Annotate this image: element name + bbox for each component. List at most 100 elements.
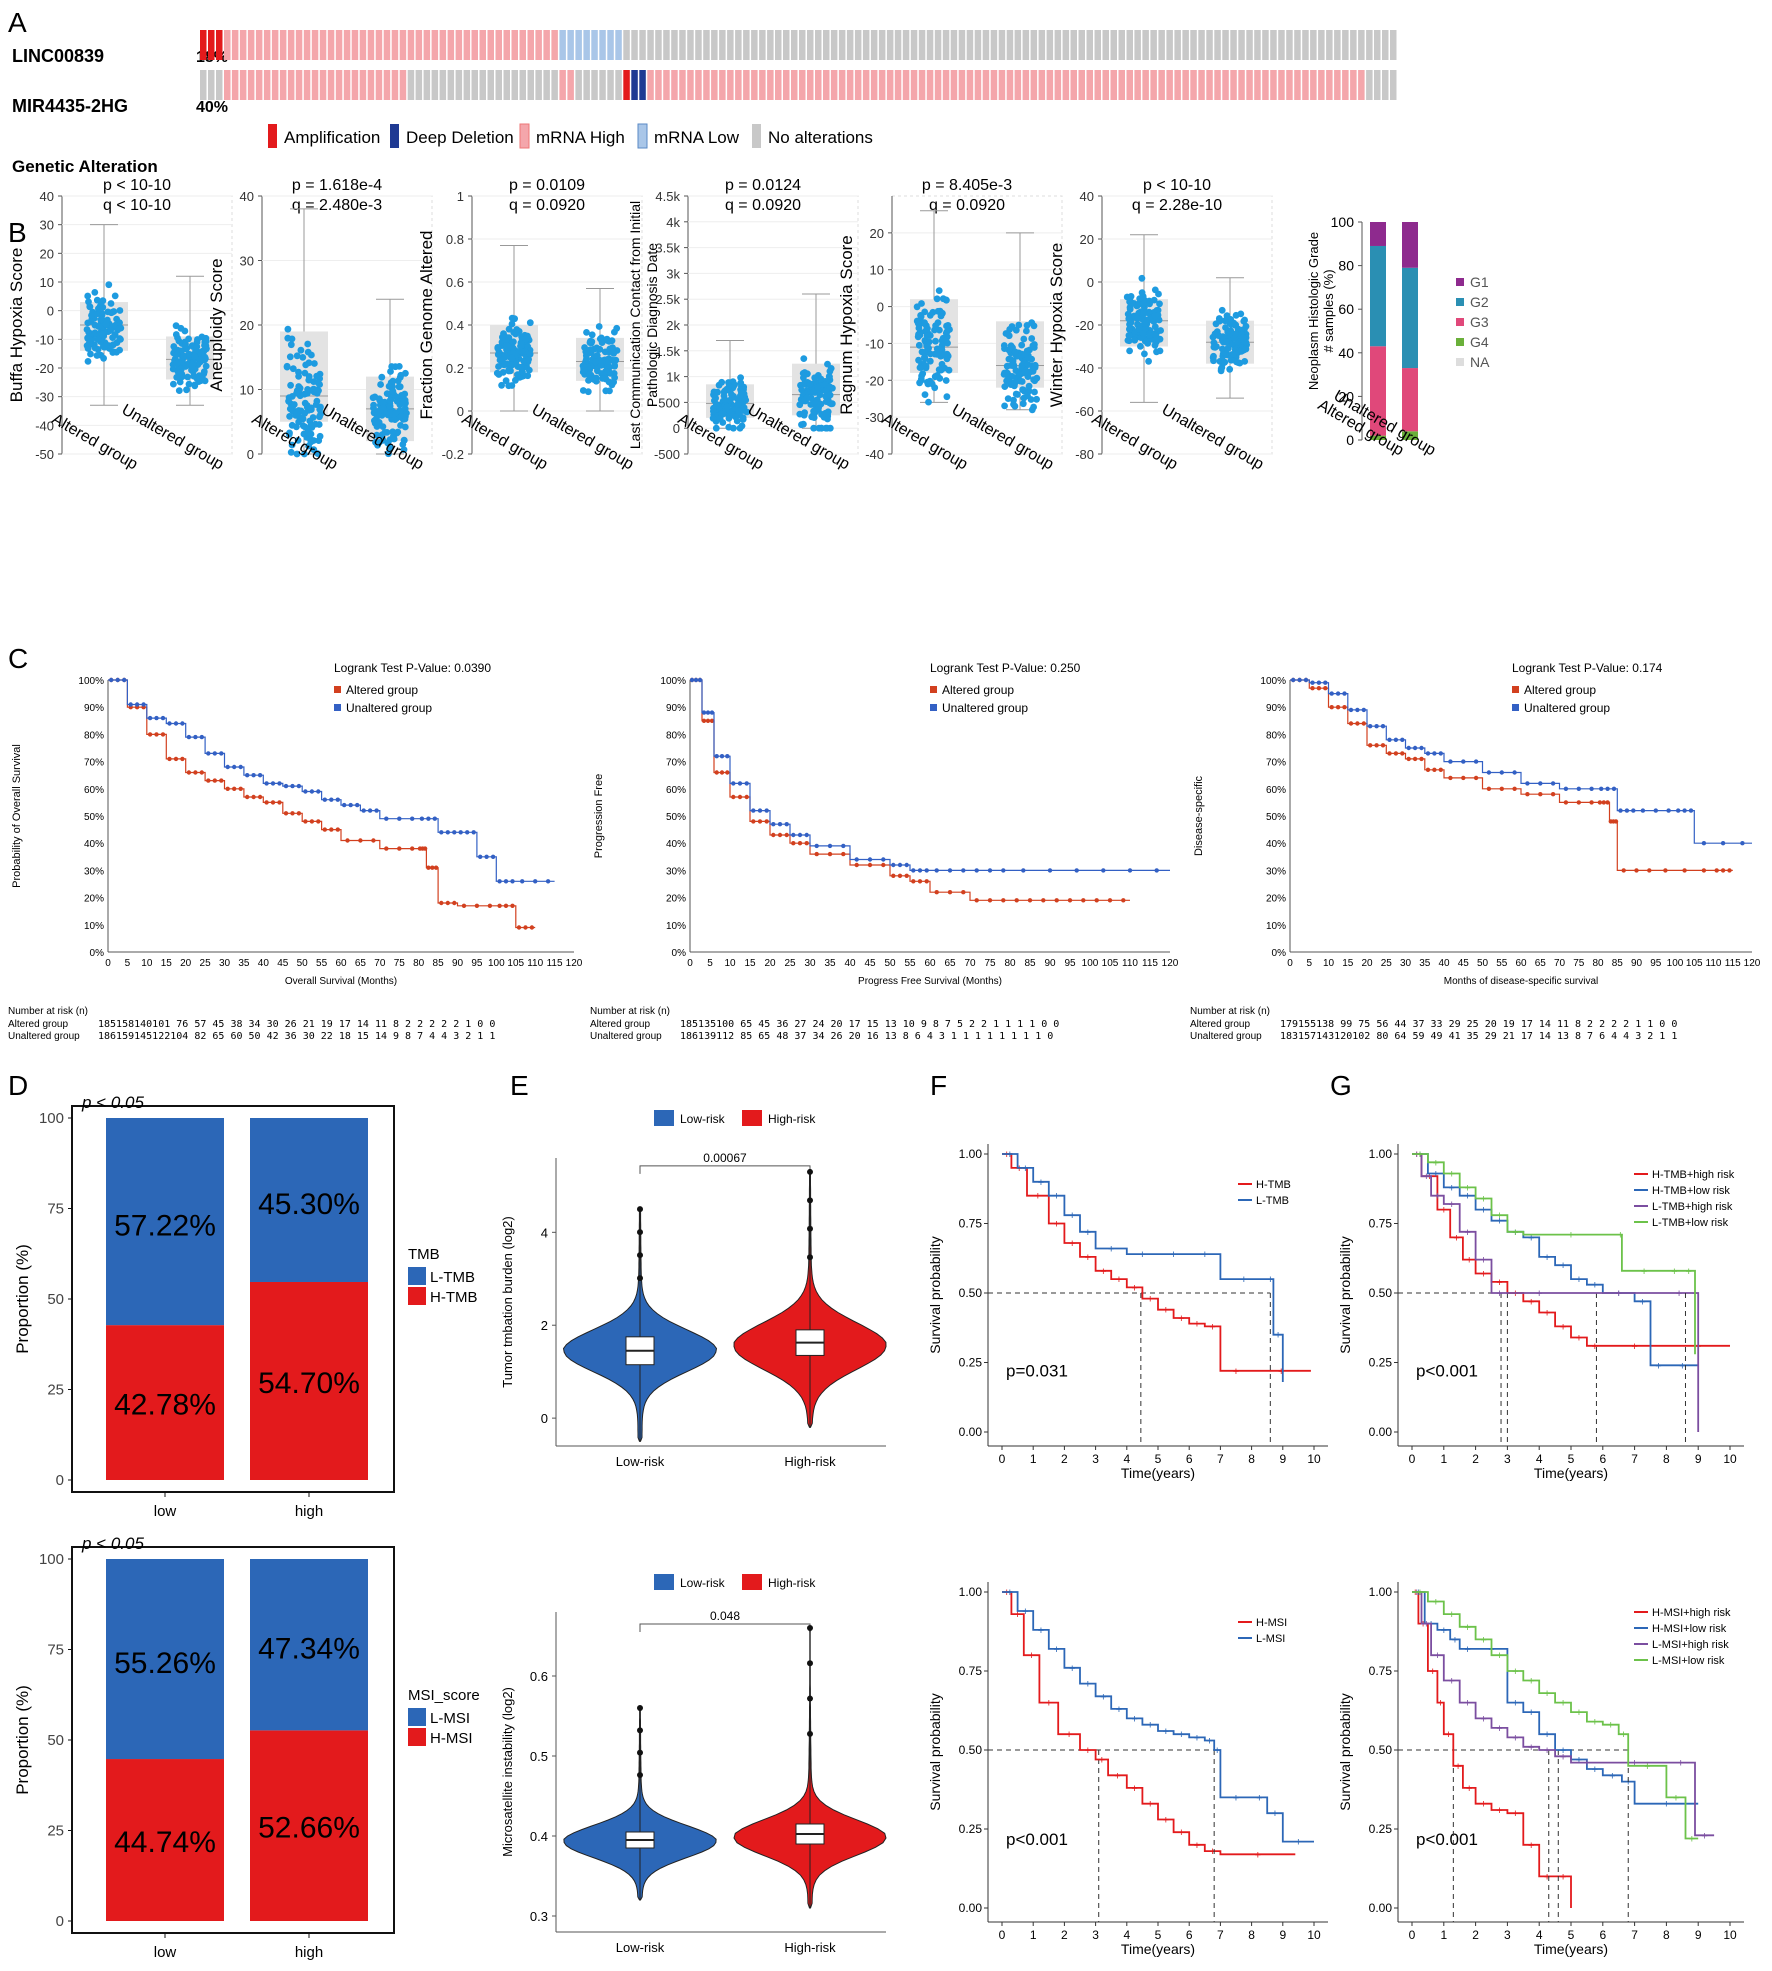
censor-mark: + bbox=[1163, 1815, 1169, 1827]
oncoprint-cell-1 bbox=[247, 30, 255, 60]
censor-mark bbox=[797, 841, 803, 846]
censor-mark: + bbox=[1455, 1761, 1461, 1773]
x-tick-label: 70 bbox=[964, 958, 976, 969]
data-point bbox=[83, 326, 91, 333]
y-tick-label: 1k bbox=[666, 370, 680, 385]
outlier-point bbox=[637, 1275, 643, 1282]
data-point bbox=[817, 375, 825, 383]
oncoprint-cell-1 bbox=[815, 30, 822, 60]
risk-table-label: Altered group bbox=[8, 1019, 68, 1030]
y-tick-label: 0 bbox=[877, 300, 884, 315]
y-tick-label: 0 bbox=[247, 447, 254, 462]
y-tick-label: 40 bbox=[1080, 189, 1094, 204]
censor-mark bbox=[154, 715, 159, 721]
oncoprint-cell-1 bbox=[846, 30, 854, 60]
oncoprint-cell-2 bbox=[830, 70, 838, 100]
oncoprint-cell-2 bbox=[287, 70, 295, 100]
oncoprint-cell-2 bbox=[479, 70, 486, 100]
censor-mark bbox=[154, 732, 159, 737]
legend-swatch bbox=[1456, 298, 1464, 306]
oncoprint-cell-1 bbox=[950, 30, 958, 60]
data-point bbox=[293, 352, 301, 360]
y-tick-label: 100% bbox=[1260, 676, 1286, 687]
data-point bbox=[1137, 342, 1144, 350]
x-tick-label: 55 bbox=[316, 958, 328, 969]
oncoprint-cell-2 bbox=[1318, 70, 1325, 100]
censor-mark bbox=[296, 811, 302, 816]
y-axis-label-line: # samples (%) bbox=[1321, 269, 1336, 352]
censor-mark: + bbox=[1560, 1698, 1566, 1710]
censor-mark bbox=[777, 832, 783, 838]
y-tick-label: 3k bbox=[666, 266, 680, 281]
data-point bbox=[1151, 286, 1159, 294]
oncoprint-cell-1 bbox=[200, 30, 207, 60]
censor-mark: + bbox=[1437, 1698, 1443, 1710]
data-point bbox=[184, 373, 192, 381]
data-point bbox=[826, 399, 833, 407]
censor-mark bbox=[1316, 686, 1322, 691]
oncoprint-cell-2 bbox=[799, 70, 806, 100]
censor-mark bbox=[841, 851, 846, 857]
survival-curve-0 bbox=[1412, 1591, 1572, 1908]
oncoprint-cell-2 bbox=[966, 70, 974, 100]
oncoprint-cell-2 bbox=[1118, 70, 1125, 100]
oncoprint-cell-1 bbox=[1302, 30, 1309, 60]
x-tick-label: 95 bbox=[1064, 958, 1076, 969]
censor-mark bbox=[160, 732, 166, 737]
outlier-point bbox=[807, 1168, 813, 1175]
censor-mark: + bbox=[1434, 1650, 1440, 1662]
x-tick-label: 5 bbox=[125, 958, 131, 969]
y-tick-label: 10 bbox=[40, 275, 54, 290]
censor-mark bbox=[303, 819, 308, 824]
data-point bbox=[390, 435, 398, 443]
oncoprint-cell-1 bbox=[335, 30, 343, 60]
censor-mark bbox=[257, 773, 263, 778]
data-point bbox=[1131, 336, 1139, 344]
oncoprint-cell-2 bbox=[775, 70, 782, 100]
oncoprint-cell-2 bbox=[439, 70, 447, 100]
data-point bbox=[602, 387, 610, 395]
legend-label: High-risk bbox=[768, 1576, 816, 1590]
oncoprint-cell-1 bbox=[663, 30, 670, 60]
data-point bbox=[180, 352, 187, 360]
data-point bbox=[1226, 365, 1234, 373]
oncoprint-cell-1 bbox=[607, 30, 614, 60]
oncoprint-cell-2 bbox=[934, 70, 942, 100]
oncoprint-legend: Amplification Deep Deletion mRNA High mRNA … bbox=[268, 123, 873, 149]
censor-mark bbox=[1601, 800, 1607, 805]
oncoprint-cell-2 bbox=[1382, 70, 1389, 100]
data-point bbox=[295, 368, 302, 376]
data-point bbox=[1023, 322, 1031, 329]
panel-label-B: B bbox=[8, 217, 27, 248]
x-tick-label: 70 bbox=[374, 958, 386, 969]
oncoprint: LINC00839 18% MIR4435-2HG 40% Genetic Al… bbox=[12, 30, 1397, 176]
y-tick-label: -40 bbox=[865, 447, 884, 462]
oncoprint-cell-2 bbox=[695, 70, 702, 100]
censor-mark: + bbox=[1466, 1783, 1472, 1795]
censor-mark bbox=[1154, 868, 1159, 873]
censor-mark bbox=[934, 890, 939, 895]
oncoprint-cell-1 bbox=[551, 30, 558, 60]
x-tick-label: 1 bbox=[1440, 1928, 1447, 1942]
censor-mark bbox=[497, 879, 502, 884]
oncoprint-cell-1 bbox=[343, 30, 351, 60]
data-point bbox=[919, 370, 927, 377]
legend-swatch bbox=[408, 1267, 426, 1285]
risk-table-title: Number at risk (n) bbox=[8, 1006, 88, 1017]
oncoprint-cell-1 bbox=[1046, 30, 1054, 60]
censor-mark bbox=[371, 838, 376, 843]
data-point bbox=[377, 381, 384, 388]
x-tick-label: 8 bbox=[1663, 1452, 1670, 1466]
survival-curve-3 bbox=[1412, 1591, 1699, 1840]
censor-mark bbox=[1666, 808, 1671, 813]
censor-mark bbox=[238, 786, 243, 791]
censor-mark: + bbox=[1528, 1742, 1534, 1754]
y-tick-label: 0.50 bbox=[959, 1286, 983, 1300]
censor-mark bbox=[361, 808, 366, 813]
data-point bbox=[1215, 332, 1223, 339]
oncoprint-cell-1 bbox=[1182, 30, 1189, 60]
censor-mark: + bbox=[1434, 1191, 1440, 1203]
oncoprint-cell-1 bbox=[407, 30, 415, 60]
censor-mark bbox=[1701, 868, 1707, 873]
data-point bbox=[299, 354, 307, 361]
